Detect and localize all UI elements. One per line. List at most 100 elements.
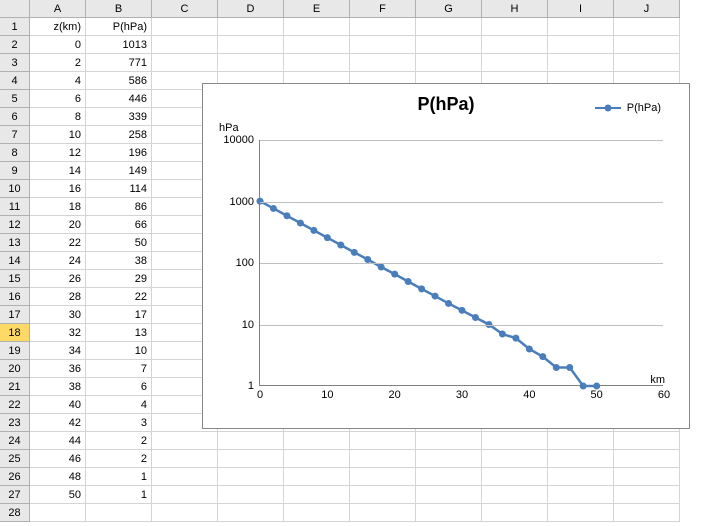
cell-G26[interactable]	[416, 468, 482, 486]
cell-D25[interactable]	[218, 450, 284, 468]
cell-H28[interactable]	[482, 504, 548, 522]
cell-F3[interactable]	[350, 54, 416, 72]
row-header-4[interactable]: 4	[0, 72, 30, 90]
cell-A3[interactable]: 2	[30, 54, 86, 72]
cell-B12[interactable]: 66	[86, 216, 152, 234]
cell-A2[interactable]: 0	[30, 36, 86, 54]
cell-D3[interactable]	[218, 54, 284, 72]
cell-B24[interactable]: 2	[86, 432, 152, 450]
cell-J2[interactable]	[614, 36, 680, 54]
row-header-24[interactable]: 24	[0, 432, 30, 450]
col-header-F[interactable]: F	[350, 0, 416, 18]
cell-G28[interactable]	[416, 504, 482, 522]
row-header-9[interactable]: 9	[0, 162, 30, 180]
cell-B13[interactable]: 50	[86, 234, 152, 252]
cell-A5[interactable]: 6	[30, 90, 86, 108]
cell-B15[interactable]: 29	[86, 270, 152, 288]
col-header-B[interactable]: B	[86, 0, 152, 18]
col-header-H[interactable]: H	[482, 0, 548, 18]
col-header-D[interactable]: D	[218, 0, 284, 18]
cell-A9[interactable]: 14	[30, 162, 86, 180]
col-header-A[interactable]: A	[30, 0, 86, 18]
cell-E25[interactable]	[284, 450, 350, 468]
cell-D2[interactable]	[218, 36, 284, 54]
cell-H1[interactable]	[482, 18, 548, 36]
cell-A7[interactable]: 10	[30, 126, 86, 144]
cell-E28[interactable]	[284, 504, 350, 522]
cell-B19[interactable]: 10	[86, 342, 152, 360]
cell-A25[interactable]: 46	[30, 450, 86, 468]
cell-B1[interactable]: P(hPa)	[86, 18, 152, 36]
cell-J24[interactable]	[614, 432, 680, 450]
cell-B16[interactable]: 22	[86, 288, 152, 306]
cell-A20[interactable]: 36	[30, 360, 86, 378]
col-header-C[interactable]: C	[152, 0, 218, 18]
cell-E2[interactable]	[284, 36, 350, 54]
cell-B6[interactable]: 339	[86, 108, 152, 126]
cell-H2[interactable]	[482, 36, 548, 54]
row-header-18[interactable]: 18	[0, 324, 30, 342]
row-header-16[interactable]: 16	[0, 288, 30, 306]
cell-F1[interactable]	[350, 18, 416, 36]
cell-J27[interactable]	[614, 486, 680, 504]
row-header-2[interactable]: 2	[0, 36, 30, 54]
cell-A12[interactable]: 20	[30, 216, 86, 234]
row-header-6[interactable]: 6	[0, 108, 30, 126]
cell-A18[interactable]: 32	[30, 324, 86, 342]
cell-G1[interactable]	[416, 18, 482, 36]
row-header-26[interactable]: 26	[0, 468, 30, 486]
row-header-12[interactable]: 12	[0, 216, 30, 234]
cell-H24[interactable]	[482, 432, 548, 450]
cell-E26[interactable]	[284, 468, 350, 486]
cell-A4[interactable]: 4	[30, 72, 86, 90]
cell-A19[interactable]: 34	[30, 342, 86, 360]
cell-F2[interactable]	[350, 36, 416, 54]
cell-G3[interactable]	[416, 54, 482, 72]
cell-B2[interactable]: 1013	[86, 36, 152, 54]
chart-container[interactable]: P(hPa) P(hPa) hPa km 1101001000100000102…	[202, 83, 690, 429]
row-header-14[interactable]: 14	[0, 252, 30, 270]
row-header-5[interactable]: 5	[0, 90, 30, 108]
cell-G25[interactable]	[416, 450, 482, 468]
cell-A10[interactable]: 16	[30, 180, 86, 198]
row-header-10[interactable]: 10	[0, 180, 30, 198]
row-header-22[interactable]: 22	[0, 396, 30, 414]
cell-I25[interactable]	[548, 450, 614, 468]
cell-B25[interactable]: 2	[86, 450, 152, 468]
cell-C26[interactable]	[152, 468, 218, 486]
cell-E27[interactable]	[284, 486, 350, 504]
cell-J28[interactable]	[614, 504, 680, 522]
row-header-15[interactable]: 15	[0, 270, 30, 288]
cell-I3[interactable]	[548, 54, 614, 72]
cell-B21[interactable]: 6	[86, 378, 152, 396]
cell-B28[interactable]	[86, 504, 152, 522]
cell-G27[interactable]	[416, 486, 482, 504]
cell-A22[interactable]: 40	[30, 396, 86, 414]
cell-B5[interactable]: 446	[86, 90, 152, 108]
cell-C25[interactable]	[152, 450, 218, 468]
cell-B4[interactable]: 586	[86, 72, 152, 90]
cell-D1[interactable]	[218, 18, 284, 36]
row-header-3[interactable]: 3	[0, 54, 30, 72]
col-header-J[interactable]: J	[614, 0, 680, 18]
cell-F27[interactable]	[350, 486, 416, 504]
cell-D24[interactable]	[218, 432, 284, 450]
cell-F25[interactable]	[350, 450, 416, 468]
cell-H3[interactable]	[482, 54, 548, 72]
cell-D26[interactable]	[218, 468, 284, 486]
row-header-21[interactable]: 21	[0, 378, 30, 396]
cell-B8[interactable]: 196	[86, 144, 152, 162]
cell-J1[interactable]	[614, 18, 680, 36]
cell-A26[interactable]: 48	[30, 468, 86, 486]
cell-F26[interactable]	[350, 468, 416, 486]
cell-B26[interactable]: 1	[86, 468, 152, 486]
cell-I27[interactable]	[548, 486, 614, 504]
cell-B9[interactable]: 149	[86, 162, 152, 180]
cell-A6[interactable]: 8	[30, 108, 86, 126]
row-header-7[interactable]: 7	[0, 126, 30, 144]
cell-A27[interactable]: 50	[30, 486, 86, 504]
cell-I28[interactable]	[548, 504, 614, 522]
row-header-13[interactable]: 13	[0, 234, 30, 252]
cell-B14[interactable]: 38	[86, 252, 152, 270]
cell-B7[interactable]: 258	[86, 126, 152, 144]
